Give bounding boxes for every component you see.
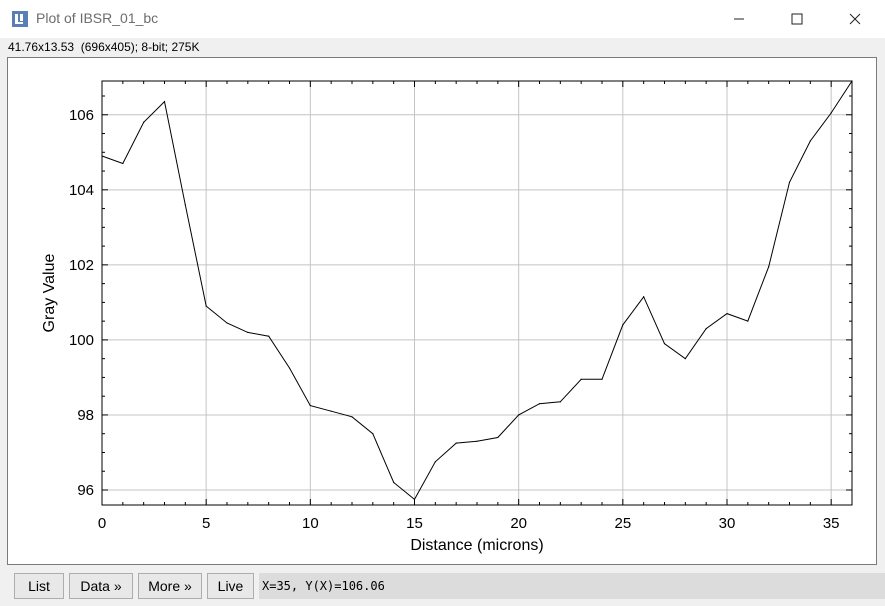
data-point	[163, 101, 166, 103]
data-point	[434, 461, 436, 463]
x-tick-label: 25	[614, 515, 631, 532]
y-tick-label: 96	[77, 482, 94, 499]
data-point	[101, 155, 103, 157]
data-point	[309, 404, 311, 407]
y-tick-label: 98	[77, 407, 94, 424]
close-icon	[849, 13, 861, 25]
data-point	[726, 313, 728, 315]
y-tick-label: 104	[69, 182, 94, 199]
coordinate-readout: X=35, Y(X)=106.06	[259, 573, 885, 599]
live-button[interactable]: Live	[207, 573, 254, 599]
data-button[interactable]: Data »	[69, 573, 133, 599]
data-point	[851, 80, 853, 82]
y-tick-labels: 96 98 100 102 104 106	[69, 107, 94, 499]
data-point	[684, 358, 686, 360]
data-point	[372, 433, 374, 435]
x-axis-label: Distance (microns)	[410, 537, 543, 554]
data-point	[268, 335, 270, 337]
data-point	[247, 331, 249, 333]
data-point	[497, 436, 499, 439]
x-tick-label: 15	[406, 515, 423, 532]
imagej-icon	[12, 11, 28, 27]
y-tick-label: 106	[69, 107, 94, 124]
grid	[102, 81, 852, 505]
data-point	[205, 305, 207, 307]
data-point	[393, 481, 395, 484]
series-line	[101, 80, 853, 501]
minimize-icon	[734, 18, 744, 20]
data-point	[768, 266, 770, 268]
x-tick-label: 30	[719, 515, 736, 532]
profile-plot[interactable]: 0 5 10 15 20 25 30 35 96 98 100 102 104 106 Distance…	[8, 58, 876, 564]
data-point	[538, 403, 541, 405]
x-tick-label: 10	[302, 515, 319, 532]
data-point	[330, 410, 332, 412]
more-button[interactable]: More »	[138, 573, 202, 599]
y-tick-label: 100	[69, 332, 94, 349]
data-point	[143, 121, 145, 123]
image-info: 41.76x13.53 (696x405); 8-bit; 275K	[8, 40, 200, 54]
data-point	[830, 112, 832, 114]
data-point	[455, 442, 457, 444]
close-button[interactable]	[826, 0, 884, 38]
data-point	[518, 414, 520, 416]
data-point	[351, 416, 353, 418]
data-point	[622, 324, 624, 326]
x-tick-label: 35	[823, 515, 840, 532]
data-point	[184, 204, 186, 206]
x-tick-labels: 0 5 10 15 20 25 30 35	[98, 515, 840, 532]
data-point	[288, 367, 291, 369]
data-points	[101, 80, 853, 500]
data-point	[580, 378, 582, 380]
data-point	[747, 320, 749, 322]
x-tick-label: 20	[510, 515, 527, 532]
data-point	[413, 498, 416, 500]
maximize-button[interactable]	[768, 0, 826, 38]
plot-panel[interactable]: 0 5 10 15 20 25 30 35 96 98 100 102 104 106 Distance…	[7, 57, 877, 565]
data-point	[809, 140, 811, 142]
data-point	[559, 401, 561, 403]
data-point	[122, 162, 124, 165]
x-tick-label: 5	[202, 515, 210, 532]
data-point	[788, 181, 791, 183]
data-point	[663, 343, 666, 345]
data-point	[705, 328, 707, 330]
data-point	[226, 322, 228, 324]
window-title: Plot of IBSR_01_bc	[36, 10, 159, 26]
minimize-button[interactable]	[710, 0, 768, 38]
data-point	[476, 440, 478, 442]
list-button[interactable]: List	[14, 573, 64, 599]
title-bar: Plot of IBSR_01_bc	[0, 0, 885, 38]
data-point	[643, 296, 645, 298]
x-tick-label: 0	[98, 515, 106, 532]
data-point	[601, 378, 603, 380]
bottom-toolbar: List Data » More » Live X=35, Y(X)=106.0…	[0, 566, 885, 606]
y-tick-label: 102	[69, 257, 94, 274]
maximize-icon	[791, 13, 803, 25]
ticks	[101, 81, 852, 505]
y-axis-label: Gray Value	[41, 253, 58, 332]
